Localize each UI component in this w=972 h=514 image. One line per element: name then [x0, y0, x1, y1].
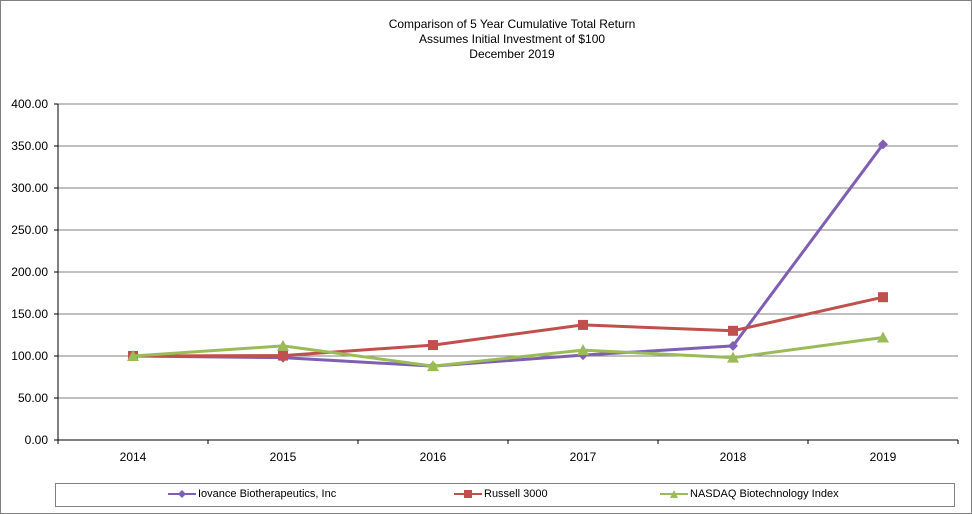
series-1-point [428, 340, 438, 351]
chart-subtitle-1: Assumes Initial Investment of $100 [418, 32, 606, 46]
chart-legend: Iovance Biotherapeutics, Inc Russell 300… [55, 483, 955, 507]
x-tick-label: 2019 [870, 450, 897, 464]
legend-label-russell: Russell 3000 [484, 488, 548, 500]
chart-title-block: Comparison of 5 Year Cumulative Total Re… [0, 17, 972, 62]
x-tick-label: 2016 [420, 450, 447, 464]
line-chart: 0.00 50.00 100.00 150.00 200.00 250.00 300.00 3… [11, 97, 959, 464]
series-0-line [132, 143, 885, 368]
y-tick-label: 350.00 [11, 139, 48, 153]
series-1-point [278, 350, 288, 361]
series-1-point [878, 292, 888, 303]
x-tick-label: 2014 [120, 450, 147, 464]
series-2-point [577, 344, 589, 356]
series-1-line [132, 295, 884, 358]
x-tick-label: 2017 [570, 450, 597, 464]
series-0-point [728, 340, 738, 351]
series-2-point [277, 339, 289, 351]
series-2-point [877, 331, 889, 343]
series-1-point [578, 319, 588, 330]
y-tick-label: 250.00 [11, 223, 48, 237]
chart-title: Comparison of 5 Year Cumulative Total Re… [388, 17, 636, 31]
legend-swatch-iovance [168, 490, 196, 498]
legend-item-iovance: Iovance Biotherapeutics, Inc [168, 488, 336, 500]
legend-swatch-nasdaq [660, 490, 688, 498]
series-2-line [132, 336, 884, 368]
y-tick-label: 400.00 [11, 97, 48, 111]
series-0-point [878, 139, 888, 150]
x-tick-label: 2015 [270, 450, 297, 464]
y-tick-label: 300.00 [11, 181, 48, 195]
series-2-point [427, 360, 439, 372]
y-tick-label: 200.00 [11, 265, 48, 279]
x-tick-label: 2018 [720, 450, 747, 464]
series-2-point [127, 350, 139, 361]
y-tick-label: 150.00 [11, 307, 48, 321]
series-1-point [728, 325, 738, 336]
y-tick-label: 0.00 [25, 433, 49, 447]
legend-label-iovance: Iovance Biotherapeutics, Inc [198, 488, 337, 500]
legend-item-russell: Russell 3000 [454, 488, 548, 500]
y-tick-label: 100.00 [11, 349, 48, 363]
y-tick-label: 50.00 [18, 391, 48, 405]
chart-subtitle-2: December 2019 [469, 47, 555, 61]
legend-item-nasdaq: NASDAQ Biotechnology Index [660, 488, 839, 500]
legend-swatch-russell [454, 490, 482, 498]
legend-label-nasdaq: NASDAQ Biotechnology Index [690, 488, 839, 500]
series-2-point [727, 351, 739, 363]
